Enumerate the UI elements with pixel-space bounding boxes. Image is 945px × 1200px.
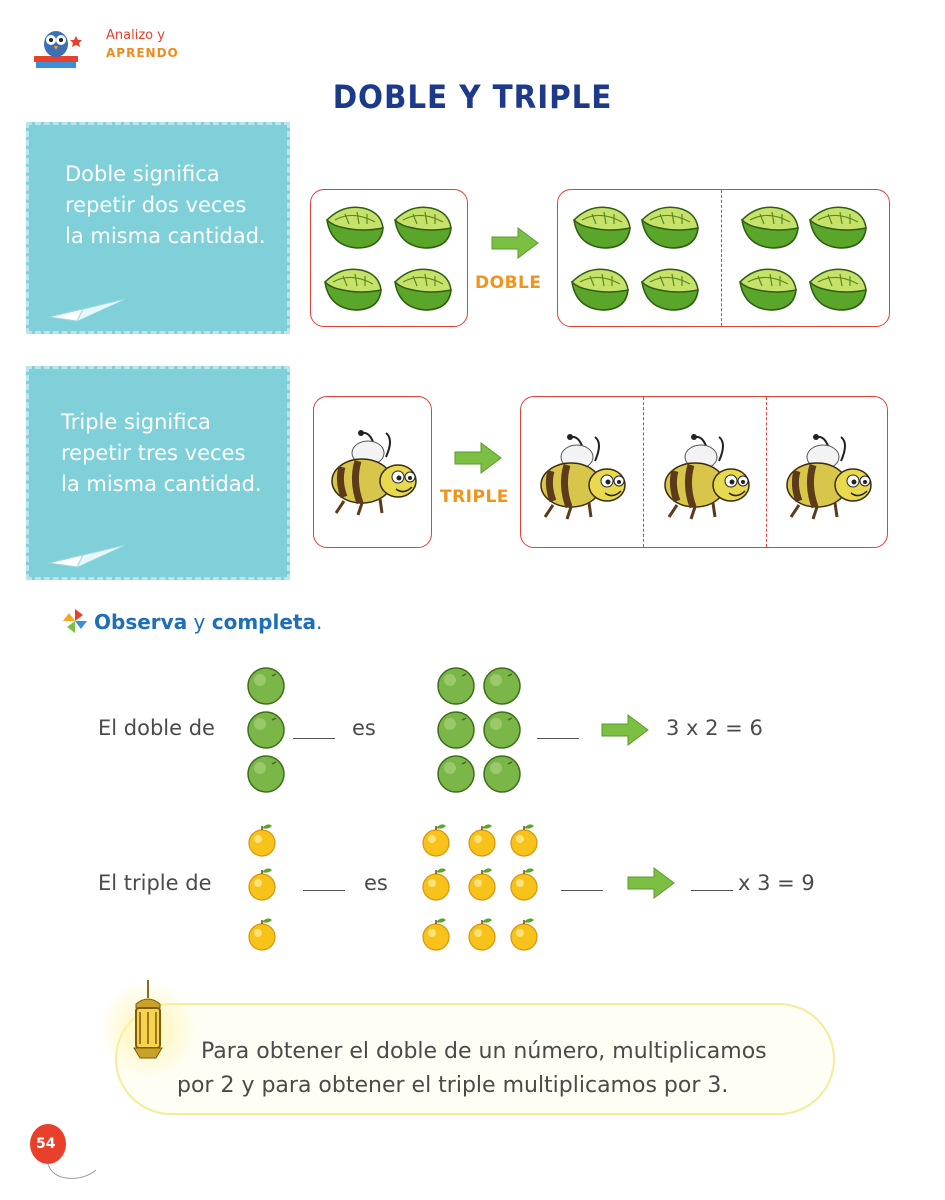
arrow-right-icon — [490, 226, 540, 260]
instruction-observa: Observa — [94, 610, 188, 634]
paper-plane-icon — [47, 541, 127, 571]
green-ball-icon — [482, 710, 522, 750]
orange-fruit-icon — [508, 916, 540, 952]
owl-books-icon — [34, 31, 82, 68]
doble-source-box — [310, 189, 468, 327]
publisher-logo: Analizo y APRENDO — [30, 22, 178, 72]
instruction-period: . — [315, 610, 323, 634]
row1-prefix: El doble de — [98, 716, 215, 740]
orange-fruit-icon — [420, 822, 452, 858]
triple-result-box — [520, 396, 888, 548]
orange-fruit-icon — [246, 916, 278, 952]
lime-icon — [321, 264, 383, 312]
orange-fruit-icon — [246, 822, 278, 858]
logo-text-line2: APRENDO — [106, 46, 179, 60]
row1-equation: 3 x 2 = 6 — [666, 716, 763, 740]
lime-icon — [391, 202, 453, 250]
bee-icon — [657, 427, 757, 523]
bee-icon — [533, 427, 633, 523]
page-number: 54 — [36, 1136, 56, 1152]
lime-icon — [391, 264, 453, 312]
lime-icon — [736, 264, 798, 312]
lantern-icon — [100, 980, 198, 1080]
triple-source-box — [313, 396, 432, 548]
answer-blank-3[interactable] — [303, 890, 345, 891]
lime-icon — [806, 202, 868, 250]
green-ball-icon — [436, 710, 476, 750]
orange-fruit-icon — [420, 916, 452, 952]
orange-fruit-icon — [246, 866, 278, 902]
lime-icon — [570, 202, 632, 250]
row1-mid: es — [352, 716, 376, 740]
orange-fruit-icon — [420, 866, 452, 902]
green-ball-icon — [482, 754, 522, 794]
tip-text: Para obtener el doble de un número, mult… — [177, 1039, 767, 1098]
lime-icon — [323, 202, 385, 250]
triple-definition-text: Triple significa repetir tres veces la m… — [61, 410, 262, 496]
doble-result-box — [557, 189, 890, 327]
orange-fruit-icon — [508, 822, 540, 858]
doble-label: DOBLE — [475, 273, 542, 293]
triple-definition-note: Triple significa repetir tres veces la m… — [26, 366, 290, 580]
bee-icon — [324, 423, 424, 519]
row2-mid: es — [364, 871, 388, 895]
green-ball-icon — [246, 754, 286, 794]
row2-equation: x 3 = 9 — [738, 871, 815, 895]
instruction-connector: y — [187, 610, 212, 634]
triple-label: TRIPLE — [440, 487, 509, 507]
orange-fruit-icon — [466, 822, 498, 858]
pinwheel-icon — [63, 609, 87, 633]
instruction-completa: completa — [211, 610, 316, 634]
divider — [766, 397, 767, 547]
arrow-right-icon — [600, 713, 650, 747]
doble-definition-text: Doble significa repetir dos veces la mis… — [65, 162, 266, 248]
answer-blank-4[interactable] — [561, 890, 603, 891]
green-ball-icon — [436, 666, 476, 706]
lime-icon — [738, 202, 800, 250]
green-ball-icon — [246, 710, 286, 750]
divider — [721, 190, 722, 326]
arrow-right-icon — [453, 441, 503, 475]
answer-blank-5[interactable] — [691, 890, 733, 891]
row2-prefix: El triple de — [98, 871, 212, 895]
paper-plane-icon — [47, 295, 127, 325]
orange-fruit-icon — [508, 866, 540, 902]
lime-icon — [638, 264, 700, 312]
orange-fruit-icon — [466, 866, 498, 902]
lime-icon — [806, 264, 868, 312]
answer-blank-2[interactable] — [537, 738, 579, 739]
balloon-icon — [30, 1124, 97, 1179]
answer-blank-1[interactable] — [293, 738, 335, 739]
lime-icon — [568, 264, 630, 312]
green-ball-icon — [246, 666, 286, 706]
orange-fruit-icon — [466, 916, 498, 952]
exercise-instruction: Observa y completa. — [62, 608, 322, 634]
lime-icon — [638, 202, 700, 250]
doble-definition-note: Doble significa repetir dos veces la mis… — [26, 122, 290, 334]
green-ball-icon — [482, 666, 522, 706]
divider — [643, 397, 644, 547]
tip-bubble: Para obtener el doble de un número, mult… — [115, 1003, 835, 1115]
arrow-right-icon — [626, 866, 676, 900]
green-ball-icon — [436, 754, 476, 794]
bee-icon — [779, 427, 879, 523]
logo-text-line1: Analizo y — [106, 28, 165, 43]
page-title: DOBLE Y TRIPLE — [332, 78, 613, 116]
